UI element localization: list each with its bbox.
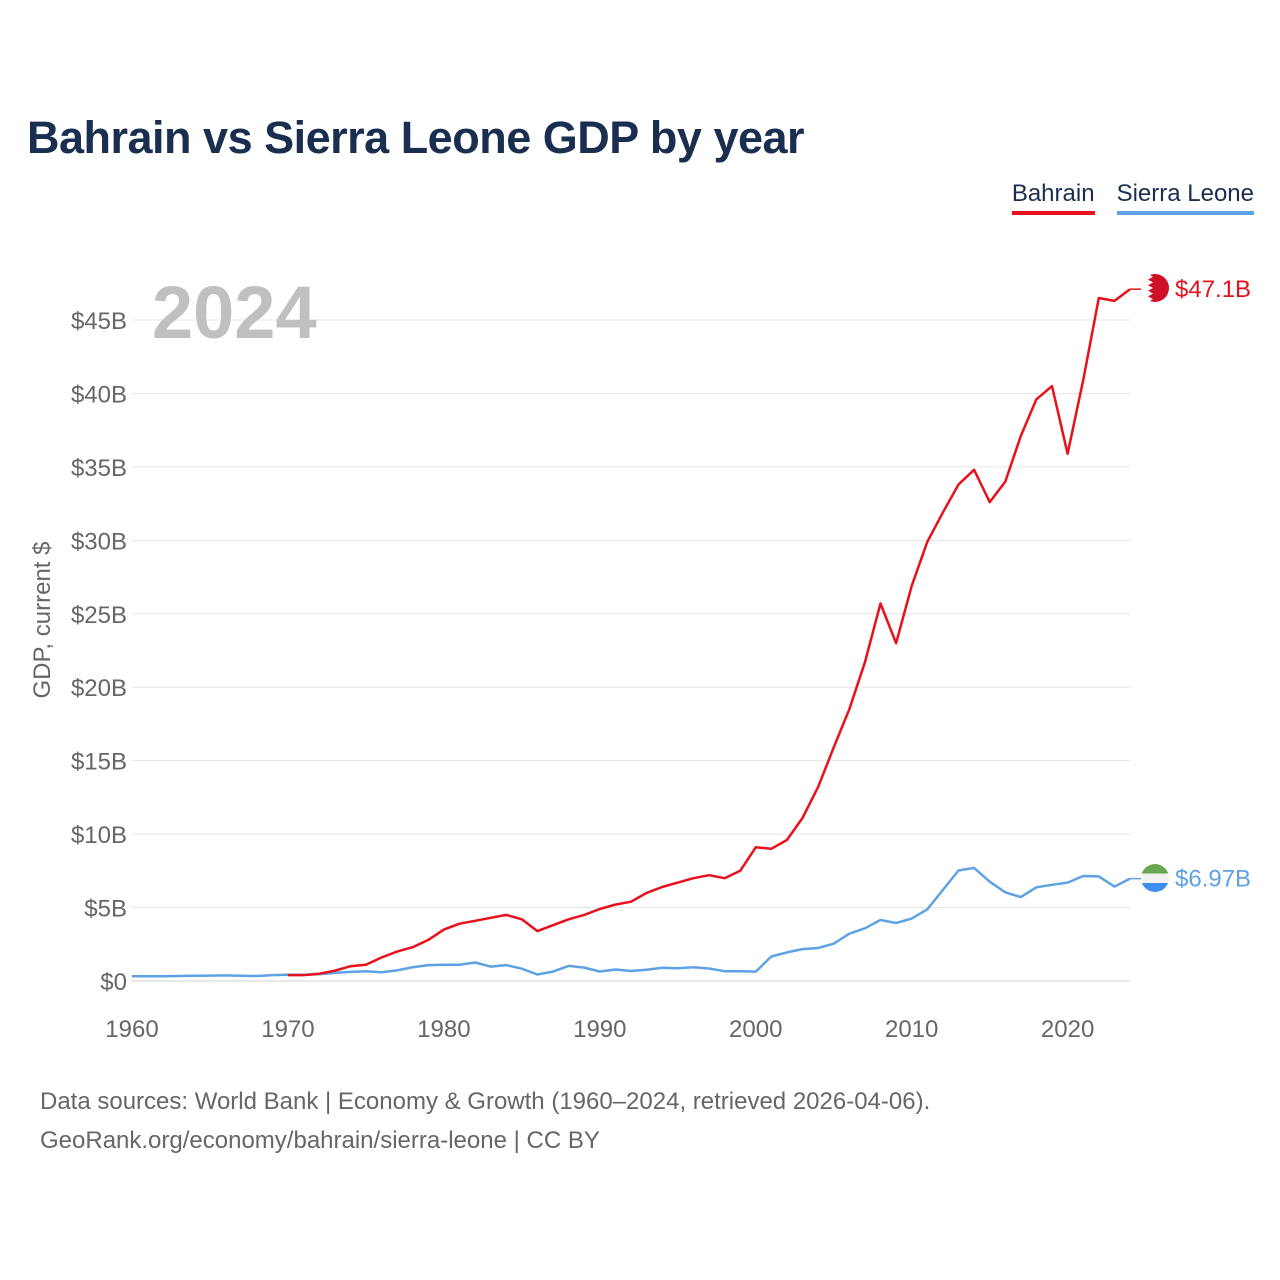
x-tick-label: 1980 [417, 1016, 470, 1043]
chart-title: Bahrain vs Sierra Leone GDP by year [27, 112, 805, 163]
end-labels: $47.1B $6.97B [1175, 276, 1251, 892]
bahrain-end-label: $47.1B [1175, 276, 1251, 303]
y-tick-label: $30B [71, 528, 127, 555]
end-markers [1141, 274, 1169, 892]
legend-bahrain[interactable]: Bahrain [1011, 180, 1095, 215]
x-tick-label: 1990 [573, 1016, 626, 1043]
bahrain-line [287, 288, 1131, 977]
y-axis-ticks: $0 $5B $10B $15B $20B $25B $30B $35B $40B $45B [71, 308, 127, 996]
legend-sierra-leone[interactable]: Sierra Leone [1116, 180, 1254, 215]
x-axis-ticks: 1960 1970 1980 1990 2000 2010 2020 [105, 1016, 1094, 1043]
x-tick-label: 2020 [1041, 1016, 1094, 1043]
grid-lines [132, 319, 1130, 982]
attribution-link[interactable]: GeoRank.org/economy/bahrain/sierra-leone… [40, 1127, 600, 1154]
legend: Bahrain Sierra Leone [1011, 180, 1254, 215]
series-lines [131, 288, 1141, 978]
y-tick-label: $40B [71, 381, 127, 408]
footer: Data sources: World Bank | Economy & Gro… [40, 1082, 930, 1160]
y-tick-label: $0 [100, 969, 127, 996]
y-tick-label: $45B [71, 308, 127, 335]
y-tick-label: $15B [71, 749, 127, 776]
y-tick-label: $20B [71, 675, 127, 702]
sierra-leone-line [131, 866, 1131, 978]
year-watermark: 2024 [152, 271, 317, 354]
x-tick-label: 1970 [261, 1016, 314, 1043]
gdp-line-chart: 2024 $0 $5B $10B $15B $20B $25B $30B $35B $40B $4… [29, 271, 1251, 1043]
x-tick-label: 2010 [885, 1016, 938, 1043]
y-tick-label: $10B [71, 822, 127, 849]
bahrain-flag-icon [1141, 274, 1169, 302]
y-tick-label: $25B [71, 602, 127, 629]
x-tick-label: 1960 [105, 1016, 158, 1043]
y-tick-label: $35B [71, 455, 127, 482]
x-tick-label: 2000 [729, 1016, 782, 1043]
y-tick-label: $5B [84, 896, 127, 923]
sierra-leone-flag-icon [1141, 864, 1169, 892]
data-source-note: Data sources: World Bank | Economy & Gro… [40, 1088, 931, 1115]
y-axis-label: GDP, current $ [29, 542, 56, 699]
sierra-leone-end-label: $6.97B [1175, 866, 1251, 893]
